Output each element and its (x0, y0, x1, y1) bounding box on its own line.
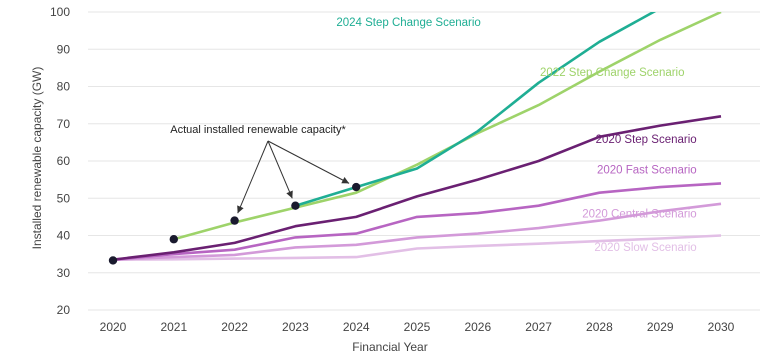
x-tick-label: 2026 (464, 320, 491, 334)
x-tick-label: 2027 (525, 320, 552, 334)
y-tick-label: 70 (57, 117, 71, 131)
series-label: 2020 Central Scenario (582, 209, 696, 221)
actual-point (108, 256, 118, 265)
series-label: 2022 Step Change Scenario (540, 67, 685, 79)
y-tick-label: 30 (57, 266, 71, 280)
y-axis: 20 30 40 50 60 70 80 90 100 (50, 5, 70, 317)
y-tick-label: 20 (57, 303, 71, 317)
series-lines (112, 12, 722, 261)
y-tick-label: 90 (57, 42, 71, 56)
series-label: 2020 Step Scenario (596, 134, 697, 146)
actual-capacity-annotation: Actual installed renewable capacity* (170, 124, 350, 214)
series-label: 2020 Slow Scenario (594, 242, 696, 254)
y-tick-label: 40 (57, 229, 71, 243)
y-tick-label: 60 (57, 154, 71, 168)
arrow-head (286, 190, 293, 199)
x-tick-label: 2030 (708, 320, 735, 334)
x-tick-label: 2025 (404, 320, 431, 334)
arrow-head (237, 205, 244, 214)
y-tick-label: 100 (50, 5, 70, 19)
y-tick-label: 80 (57, 80, 71, 94)
x-tick-label: 2020 (100, 320, 127, 334)
series-label: 2020 Fast Scenario (597, 165, 697, 177)
series-line (112, 115, 722, 261)
actual-capacity-points (108, 182, 361, 265)
y-tick-label: 50 (57, 191, 71, 205)
series-line (112, 202, 722, 261)
series-line (112, 182, 722, 261)
annotation-text: Actual installed renewable capacity* (170, 124, 346, 136)
x-axis-label: Financial Year (352, 340, 427, 354)
annotation-arrow (267, 140, 293, 199)
x-tick-label: 2029 (647, 320, 674, 334)
series-label: 2024 Step Change Scenario (336, 17, 481, 29)
x-axis: 2020 2021 2022 2023 2024 2025 2026 2027 2028 2029… (100, 320, 735, 334)
x-tick-label: 2024 (343, 320, 370, 334)
actual-point (169, 235, 178, 244)
actual-point (291, 201, 300, 210)
actual-point (352, 182, 361, 192)
y-axis-label: Installed renewable capacity (GW) (30, 67, 44, 250)
series-line (295, 12, 657, 207)
x-tick-label: 2022 (221, 320, 248, 334)
arrow-head (341, 177, 350, 184)
x-tick-label: 2023 (282, 320, 309, 334)
x-tick-label: 2021 (160, 320, 187, 334)
series-line (112, 234, 722, 261)
series-labels: 2020 Slow Scenario 2020 Central Scenario 2… (336, 17, 696, 254)
annotation-arrow (237, 140, 269, 214)
x-tick-label: 2028 (586, 320, 613, 334)
actual-point (230, 216, 239, 225)
annotation-arrow (267, 140, 350, 184)
